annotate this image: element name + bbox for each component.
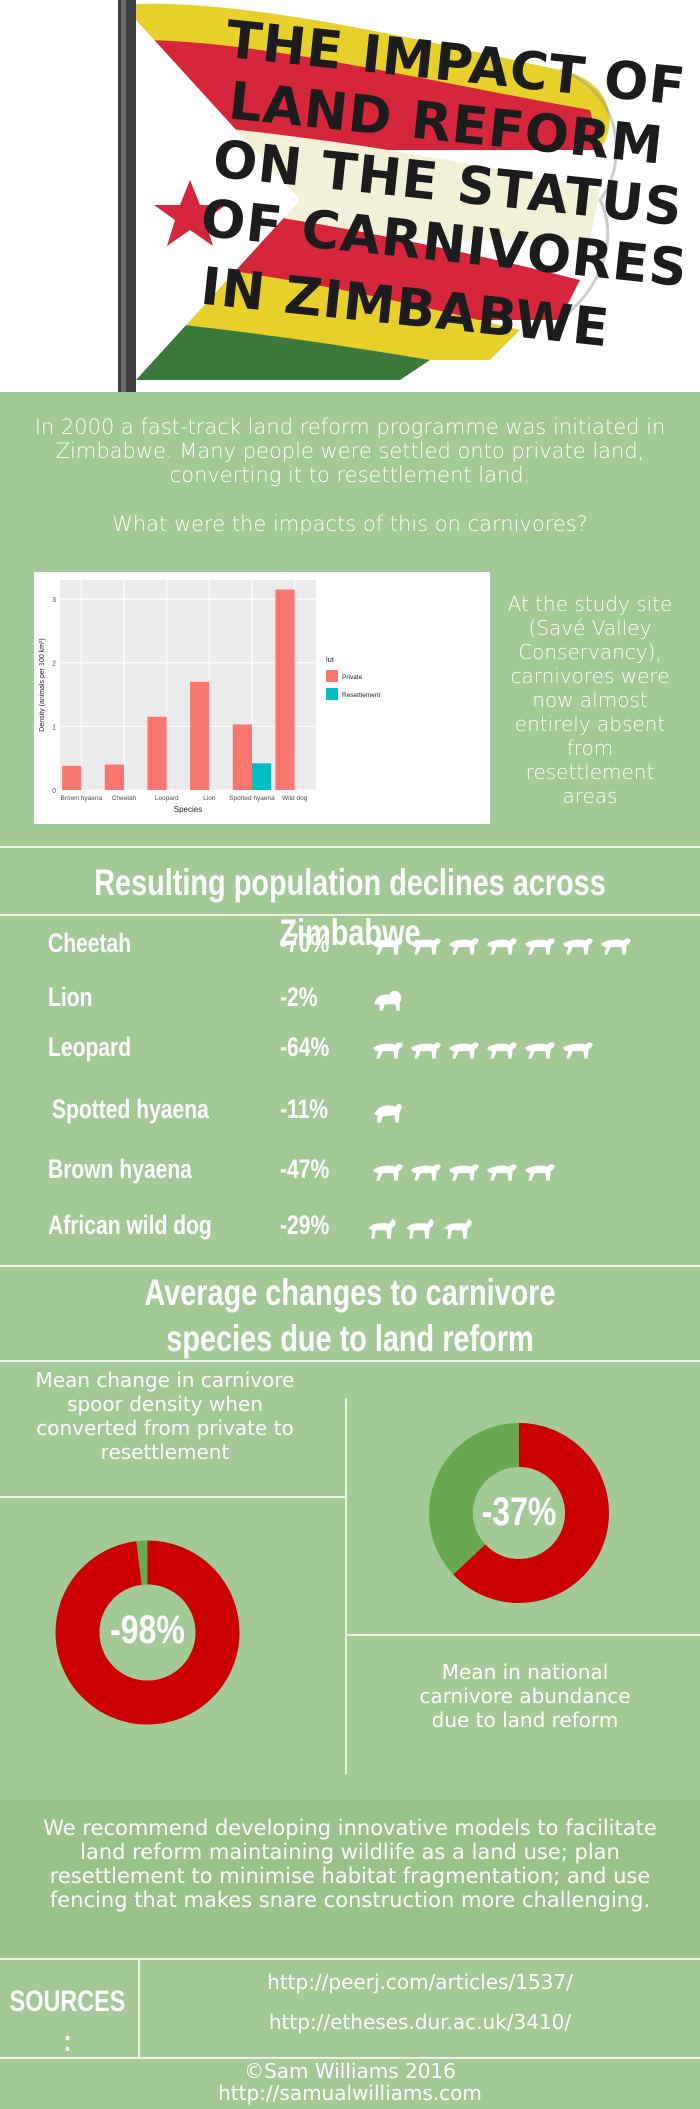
bar-private-wild-dog xyxy=(275,589,295,790)
cheetah-icon xyxy=(563,938,593,955)
density-bar-chart: 0 1 2 3 Brown hyaena Cheetah Leopard Lion Spotte… xyxy=(34,572,490,824)
leopard-icon xyxy=(449,1042,479,1059)
abundance-decline-arc xyxy=(429,1423,609,1603)
species-name: Brown hyaena xyxy=(48,1154,192,1184)
source-link-1[interactable]: http://peerj.com/articles/1537/ xyxy=(267,1970,573,1994)
divider-vertical xyxy=(138,1958,140,2058)
legend-title: lut xyxy=(326,655,335,664)
wild-dog-icon xyxy=(368,1218,396,1239)
legend-swatch-resettlement xyxy=(326,688,338,700)
species-name: African wild dog xyxy=(48,1210,212,1240)
decline-percent: -29% xyxy=(280,1210,330,1240)
x-tick-label: Leopard xyxy=(155,795,179,802)
y-tick-label: 1 xyxy=(52,724,56,731)
declines-title: Resulting population declines across Zim… xyxy=(94,862,606,953)
legend-swatch-private xyxy=(326,670,338,682)
divider xyxy=(0,1496,345,1498)
intro-text: In 2000 a fast-track land reform program… xyxy=(34,415,666,487)
abundance-value: -37% xyxy=(481,1490,557,1534)
averages-title: Average changes to carnivore species due… xyxy=(144,1272,556,1359)
cheetah-icon xyxy=(411,938,441,955)
x-tick-label: Brown hyaena xyxy=(61,795,103,802)
species-name: Spotted hyaena xyxy=(52,1094,209,1124)
bar-private-spotted-hyaena xyxy=(232,724,252,790)
bar-private-leopard xyxy=(147,716,167,790)
brown-hyaena-icon xyxy=(487,1164,517,1181)
leopard-icon xyxy=(525,1042,555,1059)
divider xyxy=(0,1265,700,1267)
chart-svg: 0 1 2 3 Brown hyaena Cheetah Leopard Lion Spotte… xyxy=(39,580,380,814)
spoor-value: -98% xyxy=(110,1608,185,1652)
recommendation-panel xyxy=(0,1800,700,1960)
sources-label: SOURCES : xyxy=(9,1985,126,2058)
x-axis-label: Species xyxy=(174,805,202,814)
wild-dog-icon xyxy=(444,1218,472,1239)
website-link[interactable]: http://samualwilliams.com xyxy=(218,2081,482,2105)
spoor-caption: Mean change in carnivore spoor density w… xyxy=(35,1368,295,1464)
lion-icon xyxy=(374,990,402,1011)
x-tick-label: Spotted hyaena xyxy=(229,795,275,802)
y-tick-label: 2 xyxy=(52,661,56,668)
wild-dog-icon xyxy=(406,1218,434,1239)
decline-percent: -2% xyxy=(280,982,318,1012)
bar-private-brown-hyaena xyxy=(62,765,82,790)
species-name: Leopard xyxy=(48,1032,132,1062)
legend-label-resettlement: Resettlement xyxy=(342,692,380,699)
decline-percent: -70% xyxy=(280,928,330,958)
y-tick-label: 3 xyxy=(52,597,56,604)
spoor-decline-arc xyxy=(55,1540,240,1725)
divider xyxy=(345,1634,700,1636)
divider xyxy=(0,846,700,848)
divider-vertical xyxy=(345,1398,347,1774)
decline-percent: -47% xyxy=(280,1154,330,1184)
legend-label-private: Private xyxy=(342,674,363,681)
cheetah-icon xyxy=(449,938,479,955)
intro-question: What were the impacts of this on carnivo… xyxy=(112,512,588,536)
leopard-icon xyxy=(487,1042,517,1059)
cheetah-icon xyxy=(525,938,555,955)
x-tick-label: Cheetah xyxy=(112,795,137,802)
leopard-icon xyxy=(373,1042,403,1059)
cheetah-icon xyxy=(601,938,631,955)
abundance-caption: Mean in national carnivore abundance due… xyxy=(419,1660,631,1732)
spoor-donut-chart xyxy=(55,1540,240,1725)
y-tick-label: 0 xyxy=(52,788,56,795)
y-axis-label: Density (animals per 100 km²) xyxy=(39,638,46,731)
divider xyxy=(0,914,700,916)
spoor-center xyxy=(99,1584,196,1681)
species-name: Cheetah xyxy=(48,928,132,958)
brown-hyaena-icon xyxy=(373,1164,403,1181)
brown-hyaena-icon xyxy=(449,1164,479,1181)
abundance-donut-chart xyxy=(429,1423,609,1603)
x-tick-label: Wild dog xyxy=(282,795,308,802)
abundance-center xyxy=(473,1467,565,1559)
copyright: ©Sam Williams 2016 xyxy=(244,2059,456,2083)
divider xyxy=(0,1958,700,1960)
recommendation-text: We recommend developing innovative model… xyxy=(43,1816,657,1912)
bar-private-lion xyxy=(190,681,210,790)
decline-percent: -11% xyxy=(280,1094,329,1124)
source-link-2[interactable]: http://etheses.dur.ac.uk/3410/ xyxy=(268,2010,572,2034)
study-site-text: At the study site (Savé Valley Conservan… xyxy=(507,592,673,808)
cheetah-icon xyxy=(373,938,403,955)
brown-hyaena-icon xyxy=(525,1164,555,1181)
species-name: Lion xyxy=(48,982,93,1012)
x-tick-label: Lion xyxy=(203,795,216,802)
hyaena-icon xyxy=(374,1104,402,1123)
cheetah-icon xyxy=(487,938,517,955)
leopard-icon xyxy=(411,1042,441,1059)
divider xyxy=(0,1360,700,1362)
brown-hyaena-icon xyxy=(411,1164,441,1181)
header-banner: THE IMPACT OF LAND REFORM ON THE STATUS … xyxy=(0,0,700,392)
decline-percent: -64% xyxy=(280,1032,330,1062)
divider xyxy=(0,2057,700,2059)
leopard-icon xyxy=(563,1042,593,1059)
bar-private-cheetah xyxy=(104,764,124,790)
bar-resettlement-spotted-hyaena xyxy=(252,763,272,790)
plot-panel xyxy=(60,580,316,790)
zimbabwe-flag-illustration xyxy=(118,0,618,392)
